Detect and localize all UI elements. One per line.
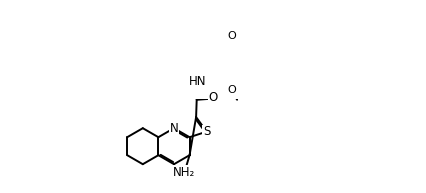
Text: O: O	[208, 91, 218, 104]
Text: NH₂: NH₂	[173, 166, 196, 179]
Text: S: S	[203, 125, 210, 138]
Text: O: O	[227, 31, 236, 41]
Text: O: O	[227, 85, 236, 95]
Text: N: N	[170, 122, 178, 135]
Text: HN: HN	[189, 74, 206, 88]
